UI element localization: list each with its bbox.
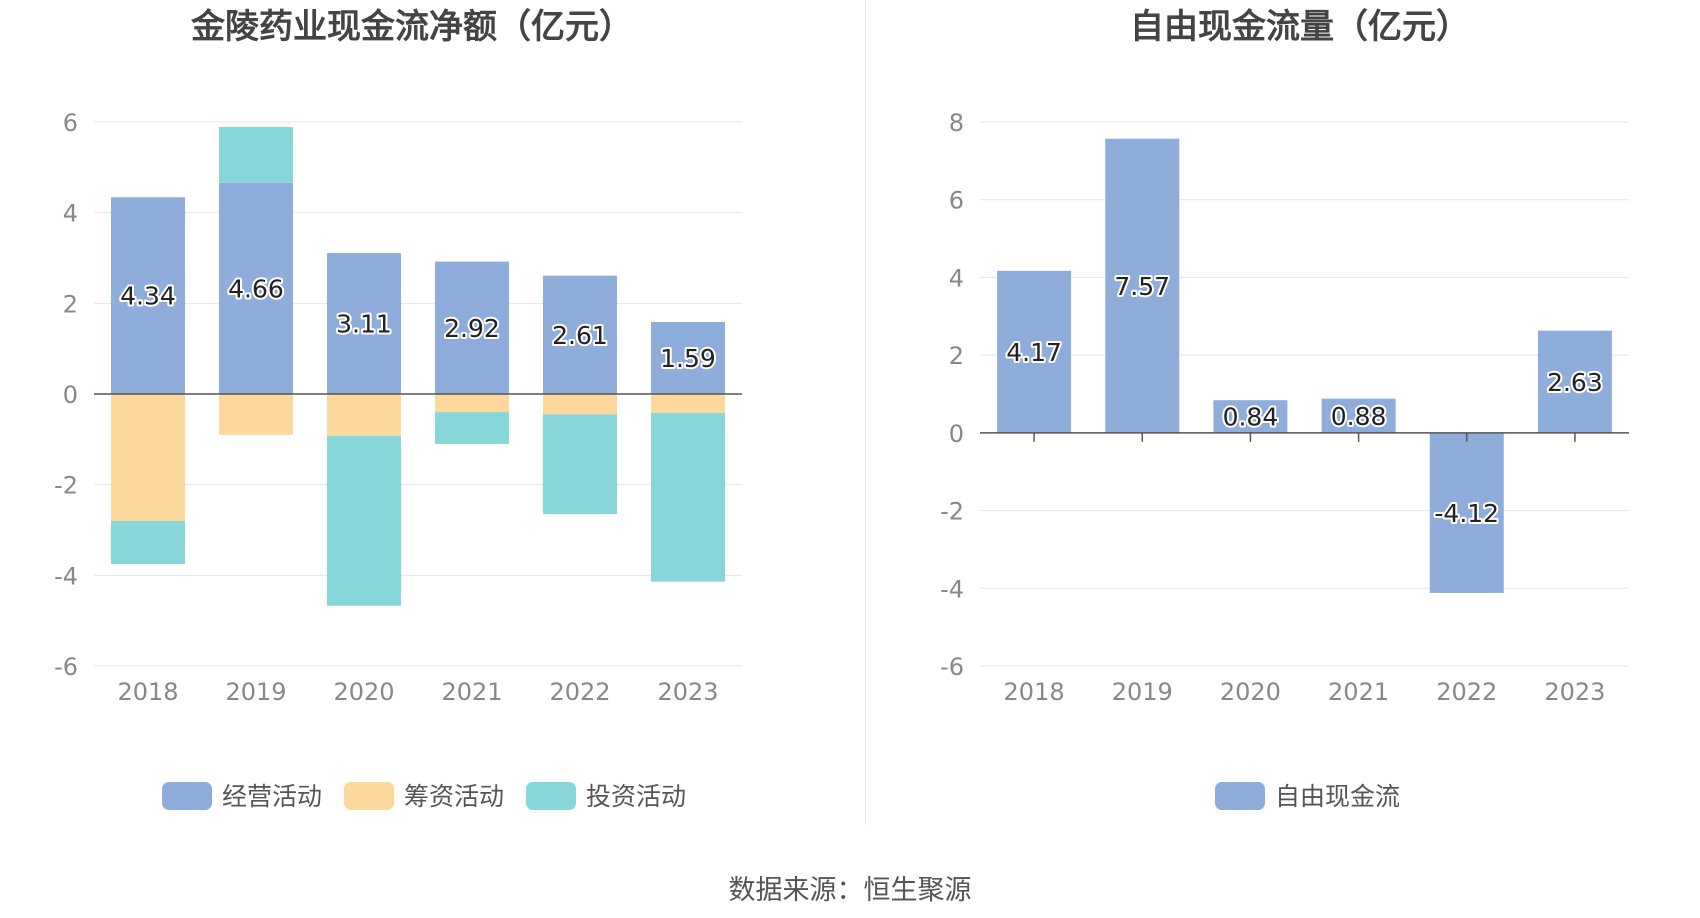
y-tick-label: 0 — [949, 420, 964, 448]
bar — [651, 394, 725, 414]
data-label: -4.12 — [1434, 499, 1499, 528]
y-tick-label: 8 — [949, 109, 964, 137]
x-tick-label: 2023 — [657, 678, 718, 706]
panel-divider — [865, 0, 866, 825]
data-label: 2.92 — [444, 314, 500, 343]
bar — [435, 412, 509, 444]
bar — [1105, 138, 1180, 433]
data-label: 4.66 — [228, 274, 284, 303]
y-tick-label: 4 — [63, 200, 78, 228]
y-tick-label: -6 — [54, 653, 78, 681]
bar — [1213, 400, 1288, 433]
bar — [111, 520, 185, 564]
data-label: 3.11 — [336, 310, 392, 339]
bar — [327, 394, 401, 436]
bar — [997, 270, 1072, 433]
y-tick-label: 6 — [949, 187, 964, 215]
y-tick-label: -2 — [54, 472, 78, 500]
y-tick-label: 2 — [63, 290, 78, 318]
bar — [1321, 398, 1396, 433]
bar — [543, 275, 617, 394]
data-label: 2.63 — [1547, 368, 1603, 397]
legend-label: 自由现金流 — [1275, 782, 1400, 811]
bar — [327, 435, 401, 606]
legend-swatch — [162, 782, 212, 810]
legend-label: 投资活动 — [586, 782, 686, 811]
legend-swatch — [1215, 782, 1265, 810]
x-tick-label: 2022 — [549, 678, 610, 706]
legend-label: 筹资活动 — [404, 782, 504, 811]
y-tick-label: -4 — [54, 562, 78, 590]
y-tick-label: -4 — [940, 575, 964, 603]
x-tick-label: 2018 — [1004, 678, 1065, 706]
bar — [651, 413, 725, 582]
x-tick-label: 2018 — [117, 678, 178, 706]
bar — [435, 261, 509, 394]
y-tick-label: 0 — [63, 381, 78, 409]
cash-flow-net-chart: 金陵药业现金流净额（亿元） 6 4 2 0 -2 -4 -6 4.34 4.66 3.11 2.92 2… — [54, 7, 742, 811]
data-label: 7.57 — [1114, 272, 1170, 301]
x-tick-label: 2020 — [1220, 678, 1281, 706]
legend-label: 经营活动 — [222, 782, 322, 811]
x-tick-label: 2019 — [225, 678, 286, 706]
x-tick-label: 2019 — [1112, 678, 1173, 706]
y-tick-label: 2 — [949, 342, 964, 370]
x-tick-label: 2021 — [441, 678, 502, 706]
bar — [543, 414, 617, 515]
bar — [111, 197, 185, 394]
bar — [111, 394, 185, 521]
bar — [1537, 330, 1612, 433]
data-label: 0.88 — [1331, 402, 1387, 431]
legend-swatch — [344, 782, 394, 810]
x-tick-label: 2021 — [1328, 678, 1389, 706]
data-label: 4.17 — [1006, 338, 1062, 367]
bar — [219, 182, 293, 394]
data-label: 2.61 — [552, 321, 608, 350]
y-tick-label: 6 — [63, 109, 78, 137]
bar — [435, 394, 509, 413]
y-tick-label: -2 — [940, 498, 964, 526]
chart-title: 自由现金流量（亿元） — [1130, 7, 1470, 47]
data-label: 4.34 — [120, 282, 176, 311]
bar — [1429, 432, 1504, 593]
x-tick-label: 2023 — [1544, 678, 1605, 706]
x-tick-label: 2020 — [333, 678, 394, 706]
chart-title: 金陵药业现金流净额（亿元） — [190, 7, 633, 47]
legend-swatch — [526, 782, 576, 810]
bar — [651, 321, 725, 394]
x-tick-label: 2022 — [1436, 678, 1497, 706]
data-label: 0.84 — [1223, 403, 1279, 432]
y-tick-label: -6 — [940, 653, 964, 681]
bar — [543, 394, 617, 415]
bar — [219, 126, 293, 183]
free-cash-flow-chart: 自由现金流量（亿元） 8 6 4 2 0 -2 -4 -6 4.17 7.57 0.84 0.88 -4.… — [940, 7, 1629, 811]
bar — [219, 394, 293, 435]
bar — [327, 253, 401, 394]
data-label: 1.59 — [660, 344, 716, 373]
data-source-label: 数据来源：恒生聚源 — [728, 875, 972, 906]
y-tick-label: 4 — [949, 264, 964, 292]
